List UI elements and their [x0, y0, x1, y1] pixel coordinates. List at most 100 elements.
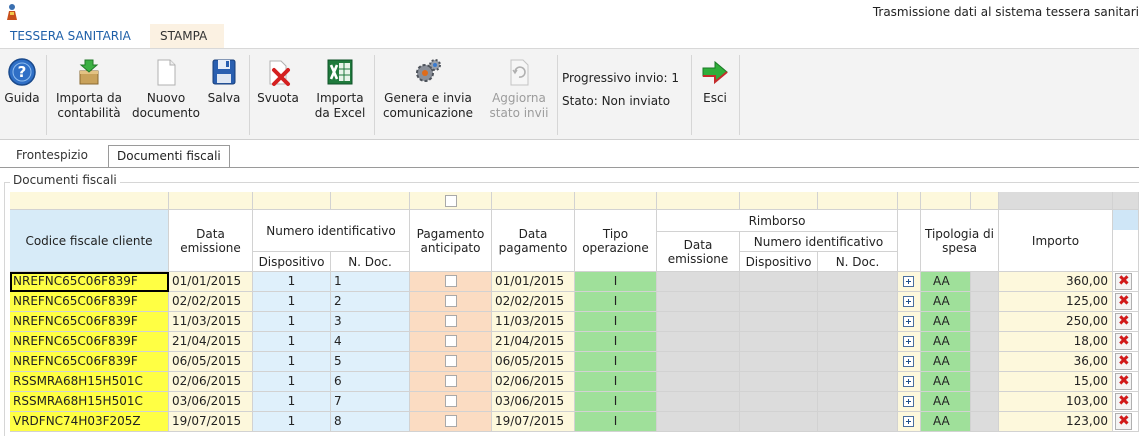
- salva-button[interactable]: Salva: [203, 57, 245, 106]
- cell-data-emissione[interactable]: 06/05/2015: [169, 352, 253, 372]
- cell-n-doc[interactable]: 8: [331, 412, 410, 432]
- cell-importo[interactable]: 125,00: [999, 292, 1113, 312]
- cell-rimborso-n-doc[interactable]: [818, 332, 898, 352]
- cell-tipologia-extra[interactable]: [971, 332, 999, 352]
- tab-tessera-sanitaria[interactable]: TESSERA SANITARIA: [0, 24, 150, 48]
- cell-tipo-operazione[interactable]: I: [575, 312, 657, 332]
- filter-cell[interactable]: [169, 192, 253, 210]
- cell-dispositivo[interactable]: 1: [253, 292, 331, 312]
- cell-tipologia-extra[interactable]: [971, 312, 999, 332]
- cell-tipo-operazione[interactable]: I: [575, 292, 657, 312]
- cell-data-emissione[interactable]: 11/03/2015: [169, 312, 253, 332]
- cell-tipologia-spesa[interactable]: AA: [921, 292, 971, 312]
- cell-n-doc[interactable]: 6: [331, 372, 410, 392]
- cell-tipo-operazione[interactable]: I: [575, 272, 657, 292]
- cell-data-pagamento[interactable]: 11/03/2015: [492, 312, 575, 332]
- cell-rimborso-n-doc[interactable]: [818, 372, 898, 392]
- cell-dispositivo[interactable]: 1: [253, 372, 331, 392]
- cell-tipologia-spesa[interactable]: AA: [921, 272, 971, 292]
- delete-row-button[interactable]: ✖: [1115, 313, 1132, 330]
- pagamento-anticipato-checkbox[interactable]: [445, 275, 457, 287]
- tab-documenti-fiscali[interactable]: Documenti fiscali: [108, 145, 230, 168]
- cell-data-emissione[interactable]: 03/06/2015: [169, 392, 253, 412]
- cell-rimborso-n-doc[interactable]: [818, 412, 898, 432]
- cell-dispositivo[interactable]: 1: [253, 412, 331, 432]
- cell-dispositivo[interactable]: 1: [253, 312, 331, 332]
- cell-data-pagamento[interactable]: 02/02/2015: [492, 292, 575, 312]
- cell-tipologia-extra[interactable]: [971, 392, 999, 412]
- filter-cell[interactable]: [10, 192, 169, 210]
- cell-data-pagamento[interactable]: 21/04/2015: [492, 332, 575, 352]
- filter-cell[interactable]: [898, 192, 921, 210]
- aggiorna-stato-button[interactable]: Aggiorna stato invii: [485, 57, 553, 121]
- cell-importo[interactable]: 360,00: [999, 272, 1113, 292]
- cell-tipologia-spesa[interactable]: AA: [921, 332, 971, 352]
- cell-dispositivo[interactable]: 1: [253, 392, 331, 412]
- expand-plus-icon[interactable]: [903, 276, 914, 287]
- cell-tipologia-extra[interactable]: [971, 352, 999, 372]
- filter-cell[interactable]: [657, 192, 740, 210]
- delete-row-button[interactable]: ✖: [1115, 273, 1132, 290]
- cell-data-pagamento[interactable]: 03/06/2015: [492, 392, 575, 412]
- cell-rimborso-data-emissione[interactable]: [657, 312, 740, 332]
- cell-rimborso-dispositivo[interactable]: [740, 372, 818, 392]
- cell-n-doc[interactable]: 4: [331, 332, 410, 352]
- cell-codice-fiscale[interactable]: NREFNC65C06F839F: [10, 352, 169, 372]
- pagamento-anticipato-checkbox[interactable]: [445, 355, 457, 367]
- cell-n-doc[interactable]: 7: [331, 392, 410, 412]
- delete-row-button[interactable]: ✖: [1115, 413, 1132, 430]
- cell-tipo-operazione[interactable]: I: [575, 412, 657, 432]
- cell-importo[interactable]: 250,00: [999, 312, 1113, 332]
- cell-rimborso-n-doc[interactable]: [818, 312, 898, 332]
- cell-data-emissione[interactable]: 19/07/2015: [169, 412, 253, 432]
- cell-rimborso-data-emissione[interactable]: [657, 392, 740, 412]
- expand-plus-icon[interactable]: [903, 396, 914, 407]
- cell-dispositivo[interactable]: 1: [253, 272, 331, 292]
- cell-tipo-operazione[interactable]: I: [575, 352, 657, 372]
- pagamento-anticipato-checkbox[interactable]: [445, 415, 457, 427]
- cell-tipologia-spesa[interactable]: AA: [921, 352, 971, 372]
- cell-rimborso-n-doc[interactable]: [818, 272, 898, 292]
- cell-data-pagamento[interactable]: 02/06/2015: [492, 372, 575, 392]
- cell-rimborso-data-emissione[interactable]: [657, 272, 740, 292]
- cell-importo[interactable]: 18,00: [999, 332, 1113, 352]
- filter-cell[interactable]: [1113, 192, 1139, 210]
- filter-cell[interactable]: [818, 192, 898, 210]
- cell-data-pagamento[interactable]: 19/07/2015: [492, 412, 575, 432]
- expand-plus-icon[interactable]: [903, 416, 914, 427]
- importa-excel-button[interactable]: Importa da Excel: [310, 57, 370, 121]
- filter-cell[interactable]: [575, 192, 657, 210]
- cell-data-pagamento[interactable]: 01/01/2015: [492, 272, 575, 292]
- cell-rimborso-n-doc[interactable]: [818, 292, 898, 312]
- cell-codice-fiscale[interactable]: VRDFNC74H03F205Z: [10, 412, 169, 432]
- pagamento-anticipato-checkbox[interactable]: [445, 395, 457, 407]
- filter-cell[interactable]: [999, 192, 1113, 210]
- cell-tipologia-extra[interactable]: [971, 412, 999, 432]
- expand-plus-icon[interactable]: [903, 316, 914, 327]
- tab-stampa[interactable]: STAMPA: [150, 24, 224, 48]
- cell-data-emissione[interactable]: 01/01/2015: [169, 272, 253, 292]
- guida-button[interactable]: ? Guida: [2, 57, 42, 106]
- genera-invia-button[interactable]: Genera e invia comunicazione: [378, 57, 478, 121]
- tab-frontespizio[interactable]: Frontespizio: [16, 148, 88, 162]
- cell-tipologia-spesa[interactable]: AA: [921, 392, 971, 412]
- expand-plus-icon[interactable]: [903, 376, 914, 387]
- cell-codice-fiscale[interactable]: NREFNC65C06F839F: [10, 312, 169, 332]
- nuovo-documento-button[interactable]: Nuovo documento: [130, 57, 202, 121]
- filter-cell[interactable]: [331, 192, 410, 210]
- cell-codice-fiscale[interactable]: NREFNC65C06F839F: [10, 292, 169, 312]
- cell-rimborso-dispositivo[interactable]: [740, 412, 818, 432]
- cell-importo[interactable]: 123,00: [999, 412, 1113, 432]
- cell-rimborso-dispositivo[interactable]: [740, 272, 818, 292]
- cell-tipologia-spesa[interactable]: AA: [921, 412, 971, 432]
- cell-tipo-operazione[interactable]: I: [575, 332, 657, 352]
- cell-codice-fiscale[interactable]: NREFNC65C06F839F: [10, 272, 169, 292]
- cell-rimborso-data-emissione[interactable]: [657, 332, 740, 352]
- cell-importo[interactable]: 36,00: [999, 352, 1113, 372]
- cell-rimborso-data-emissione[interactable]: [657, 372, 740, 392]
- filter-cell[interactable]: [492, 192, 575, 210]
- cell-rimborso-n-doc[interactable]: [818, 392, 898, 412]
- cell-n-doc[interactable]: 5: [331, 352, 410, 372]
- cell-n-doc[interactable]: 3: [331, 312, 410, 332]
- cell-rimborso-data-emissione[interactable]: [657, 352, 740, 372]
